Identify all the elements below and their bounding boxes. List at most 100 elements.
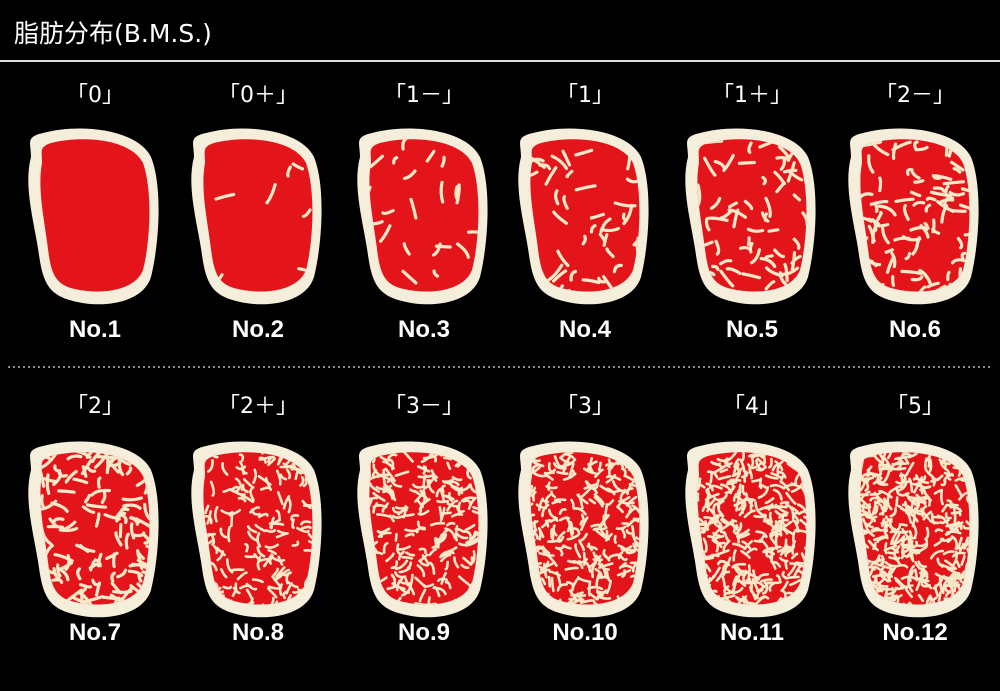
fat-fleck — [915, 181, 923, 182]
fat-fleck — [406, 534, 413, 536]
fat-fleck — [880, 178, 881, 191]
fat-fleck — [711, 474, 712, 483]
fat-fleck — [551, 529, 552, 537]
fat-fleck — [47, 475, 48, 493]
fat-fleck — [599, 463, 601, 470]
fat-fleck — [302, 527, 310, 528]
fat-fleck — [97, 457, 115, 458]
fat-fleck — [745, 499, 755, 501]
grade-label: 「0」 — [66, 83, 124, 108]
fat-fleck — [936, 530, 942, 532]
grade-label: 「0＋」 — [218, 83, 298, 108]
meat-sample — [357, 128, 487, 304]
meat-sample — [191, 128, 321, 304]
fat-fleck — [748, 238, 749, 244]
grade-label: 「2－」 — [875, 83, 955, 108]
fat-fleck — [396, 534, 397, 540]
grade-label: 「5」 — [886, 394, 944, 419]
fat-fleck — [456, 526, 457, 540]
fat-fleck — [396, 507, 407, 508]
fat-fleck — [403, 557, 412, 558]
fat-fleck — [951, 504, 958, 505]
fat-fleck — [293, 520, 294, 528]
fat-fleck — [896, 498, 897, 506]
fat-fleck — [922, 487, 923, 494]
meat-sample — [846, 128, 983, 304]
fat-fleck — [753, 480, 761, 482]
grade-label: 「1－」 — [384, 83, 464, 108]
fat-fleck — [951, 577, 963, 578]
fat-fleck — [903, 539, 905, 552]
fat-fleck — [555, 500, 565, 501]
fat-fleck — [224, 587, 231, 588]
fat-fleck — [786, 577, 799, 578]
fat-fleck — [895, 238, 909, 240]
fat-fleck — [927, 198, 935, 200]
lean-meat — [40, 139, 149, 291]
fat-fleck — [876, 205, 877, 212]
fat-fleck — [289, 499, 290, 512]
fat-fleck — [912, 553, 913, 561]
fat-fleck — [755, 516, 766, 517]
fat-fleck — [123, 498, 141, 500]
meat-sample — [357, 441, 487, 617]
grade-label: 「2」 — [66, 394, 124, 419]
fat-fleck — [751, 499, 752, 511]
grade-label: 「4」 — [723, 394, 781, 419]
sample-number: No.1 — [69, 316, 121, 343]
fat-fleck — [896, 457, 905, 459]
sample-number: No.10 — [552, 619, 617, 646]
fat-fleck — [59, 491, 74, 492]
meat-sample — [685, 128, 815, 304]
meat-sample — [848, 441, 978, 617]
fat-fleck — [419, 476, 433, 477]
sample-number: No.5 — [726, 316, 778, 343]
sample-number: No.7 — [69, 619, 121, 646]
fat-fleck — [114, 591, 131, 592]
grade-label: 「1」 — [556, 83, 614, 108]
sample-number: No.11 — [720, 619, 784, 646]
fat-fleck — [632, 526, 633, 536]
fat-fleck — [901, 474, 902, 488]
fat-fleck — [948, 272, 949, 279]
fat-fleck — [897, 487, 898, 493]
sample-number: No.8 — [232, 619, 284, 646]
fat-fleck — [631, 520, 638, 522]
lean-meat — [369, 139, 478, 291]
fat-fleck — [738, 533, 739, 542]
fat-fleck — [919, 544, 925, 545]
fat-fleck — [728, 482, 736, 483]
fat-fleck — [941, 490, 942, 504]
fat-fleck — [246, 556, 256, 557]
fat-fleck — [594, 560, 602, 561]
fat-fleck — [103, 597, 118, 598]
fat-fleck — [926, 539, 927, 546]
fat-fleck — [766, 256, 772, 258]
fat-fleck — [743, 452, 744, 460]
fat-fleck — [549, 577, 550, 586]
fat-fleck — [939, 593, 940, 602]
fat-fleck — [750, 244, 752, 252]
fat-fleck — [902, 271, 921, 273]
fat-fleck — [228, 527, 229, 541]
fat-fleck — [114, 554, 115, 566]
fat-fleck — [769, 230, 778, 232]
meat-sample — [191, 441, 323, 617]
fat-fleck — [441, 183, 443, 202]
fat-fleck — [406, 530, 418, 532]
fat-fleck — [568, 561, 579, 562]
sample-number: No.4 — [559, 316, 612, 343]
meat-sample — [685, 441, 818, 617]
fat-fleck — [893, 277, 894, 286]
fat-fleck — [885, 544, 886, 554]
fat-fleck — [920, 573, 927, 575]
fat-fleck — [933, 220, 934, 232]
sample-number: No.3 — [398, 316, 450, 343]
fat-fleck — [296, 472, 298, 479]
fat-fleck — [623, 523, 629, 524]
header-title: 脂肪分布(B.M.S.) — [14, 19, 212, 48]
sample-number: No.6 — [889, 316, 941, 343]
meat-sample — [518, 441, 648, 617]
fat-fleck — [739, 163, 754, 164]
fat-fleck — [900, 524, 907, 525]
